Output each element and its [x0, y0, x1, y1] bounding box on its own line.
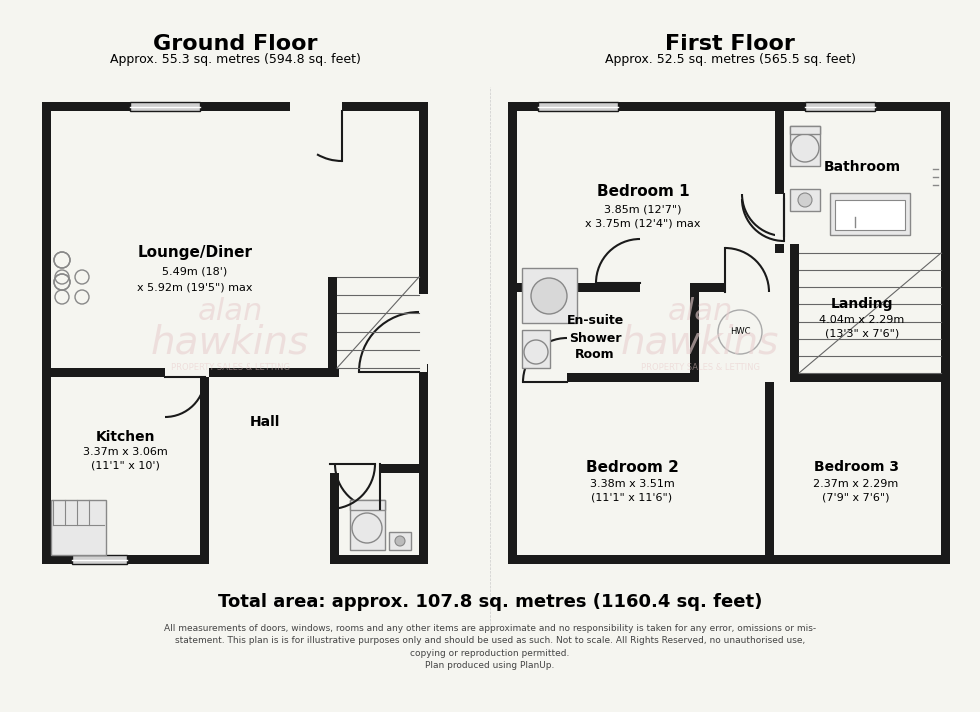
Text: 2.37m x 2.29m: 2.37m x 2.29m [813, 479, 899, 489]
Polygon shape [330, 555, 428, 564]
Polygon shape [508, 102, 517, 564]
Polygon shape [72, 555, 127, 564]
Text: 3.37m x 3.06m: 3.37m x 3.06m [82, 447, 168, 457]
Polygon shape [790, 244, 799, 382]
Polygon shape [330, 464, 339, 564]
Polygon shape [538, 102, 618, 111]
Text: (11'1" x 11'6"): (11'1" x 11'6") [592, 493, 672, 503]
Polygon shape [835, 200, 905, 230]
Text: PROPERTY SALES & LETTING: PROPERTY SALES & LETTING [171, 362, 289, 372]
Polygon shape [209, 368, 339, 377]
Text: Kitchen: Kitchen [95, 430, 155, 444]
Text: (7'9" x 7'6"): (7'9" x 7'6") [822, 493, 890, 503]
Polygon shape [350, 500, 385, 510]
Polygon shape [522, 330, 550, 368]
Polygon shape [419, 102, 428, 464]
Polygon shape [42, 102, 51, 564]
Text: hawkins: hawkins [151, 323, 309, 361]
Text: Approx. 55.3 sq. metres (594.8 sq. feet): Approx. 55.3 sq. metres (594.8 sq. feet) [110, 53, 361, 66]
Polygon shape [640, 283, 690, 292]
Polygon shape [290, 102, 342, 111]
Polygon shape [130, 102, 200, 111]
Polygon shape [328, 277, 337, 377]
Text: hawkins: hawkins [620, 323, 779, 361]
Polygon shape [690, 292, 699, 382]
Polygon shape [418, 307, 427, 372]
Polygon shape [517, 373, 567, 382]
Text: Bathroom: Bathroom [823, 160, 901, 174]
Text: Bedroom 3: Bedroom 3 [813, 460, 899, 474]
Polygon shape [419, 294, 428, 364]
Polygon shape [522, 268, 577, 323]
Polygon shape [200, 369, 209, 564]
Polygon shape [72, 555, 127, 564]
Polygon shape [775, 194, 784, 239]
Polygon shape [389, 532, 411, 550]
Polygon shape [790, 126, 820, 166]
Polygon shape [419, 456, 428, 564]
Polygon shape [790, 373, 950, 382]
Polygon shape [508, 555, 950, 564]
Polygon shape [790, 189, 820, 211]
Text: Total area: approx. 107.8 sq. metres (1160.4 sq. feet): Total area: approx. 107.8 sq. metres (11… [218, 593, 762, 611]
Polygon shape [350, 500, 385, 550]
Polygon shape [941, 102, 950, 564]
Polygon shape [805, 102, 875, 111]
Text: Approx. 52.5 sq. metres (565.5 sq. feet): Approx. 52.5 sq. metres (565.5 sq. feet) [605, 53, 856, 66]
Polygon shape [517, 382, 526, 427]
Polygon shape [790, 292, 799, 382]
Polygon shape [538, 102, 618, 111]
Text: Landing: Landing [831, 297, 893, 311]
Polygon shape [51, 500, 106, 555]
Polygon shape [130, 102, 200, 111]
Text: Bedroom 1: Bedroom 1 [597, 184, 689, 199]
Text: alan: alan [197, 298, 263, 327]
Polygon shape [517, 373, 690, 382]
Text: PROPERTY SALES & LETTING: PROPERTY SALES & LETTING [641, 362, 760, 372]
Polygon shape [165, 368, 210, 377]
Text: 3.85m (12'7"): 3.85m (12'7") [605, 204, 682, 214]
Text: alan: alan [667, 298, 733, 327]
Polygon shape [42, 555, 204, 564]
Circle shape [524, 340, 548, 364]
Polygon shape [790, 126, 820, 134]
Polygon shape [775, 102, 784, 253]
Text: Lounge/Diner: Lounge/Diner [137, 244, 253, 259]
Polygon shape [765, 382, 774, 555]
Text: En-suite
Shower
Room: En-suite Shower Room [566, 315, 623, 362]
Text: 5.49m (18'): 5.49m (18') [163, 267, 227, 277]
Text: HWC: HWC [730, 328, 751, 337]
Polygon shape [517, 283, 775, 292]
Polygon shape [51, 368, 213, 377]
Text: Bedroom 2: Bedroom 2 [586, 459, 678, 474]
Text: (11'1" x 10'): (11'1" x 10') [90, 461, 160, 471]
Text: First Floor: First Floor [665, 34, 795, 54]
Circle shape [352, 513, 382, 543]
Polygon shape [725, 283, 775, 292]
Polygon shape [330, 464, 428, 473]
Circle shape [791, 134, 819, 162]
Polygon shape [330, 464, 380, 473]
Circle shape [798, 193, 812, 207]
Text: x 5.92m (19'5") max: x 5.92m (19'5") max [137, 282, 253, 292]
Polygon shape [775, 199, 784, 244]
Text: Hall: Hall [250, 415, 280, 429]
Circle shape [531, 278, 567, 314]
Text: 3.38m x 3.51m: 3.38m x 3.51m [590, 479, 674, 489]
Text: x 3.75m (12'4") max: x 3.75m (12'4") max [585, 218, 701, 228]
Text: 4.04m x 2.29m: 4.04m x 2.29m [819, 315, 905, 325]
Text: Ground Floor: Ground Floor [153, 34, 318, 54]
Polygon shape [830, 193, 910, 235]
Text: (13'3" x 7'6"): (13'3" x 7'6") [825, 329, 899, 339]
Text: All measurements of doors, windows, rooms and any other items are approximate an: All measurements of doors, windows, room… [164, 624, 816, 670]
Polygon shape [508, 102, 950, 111]
Polygon shape [805, 102, 875, 111]
Polygon shape [42, 102, 428, 111]
Circle shape [395, 536, 405, 546]
